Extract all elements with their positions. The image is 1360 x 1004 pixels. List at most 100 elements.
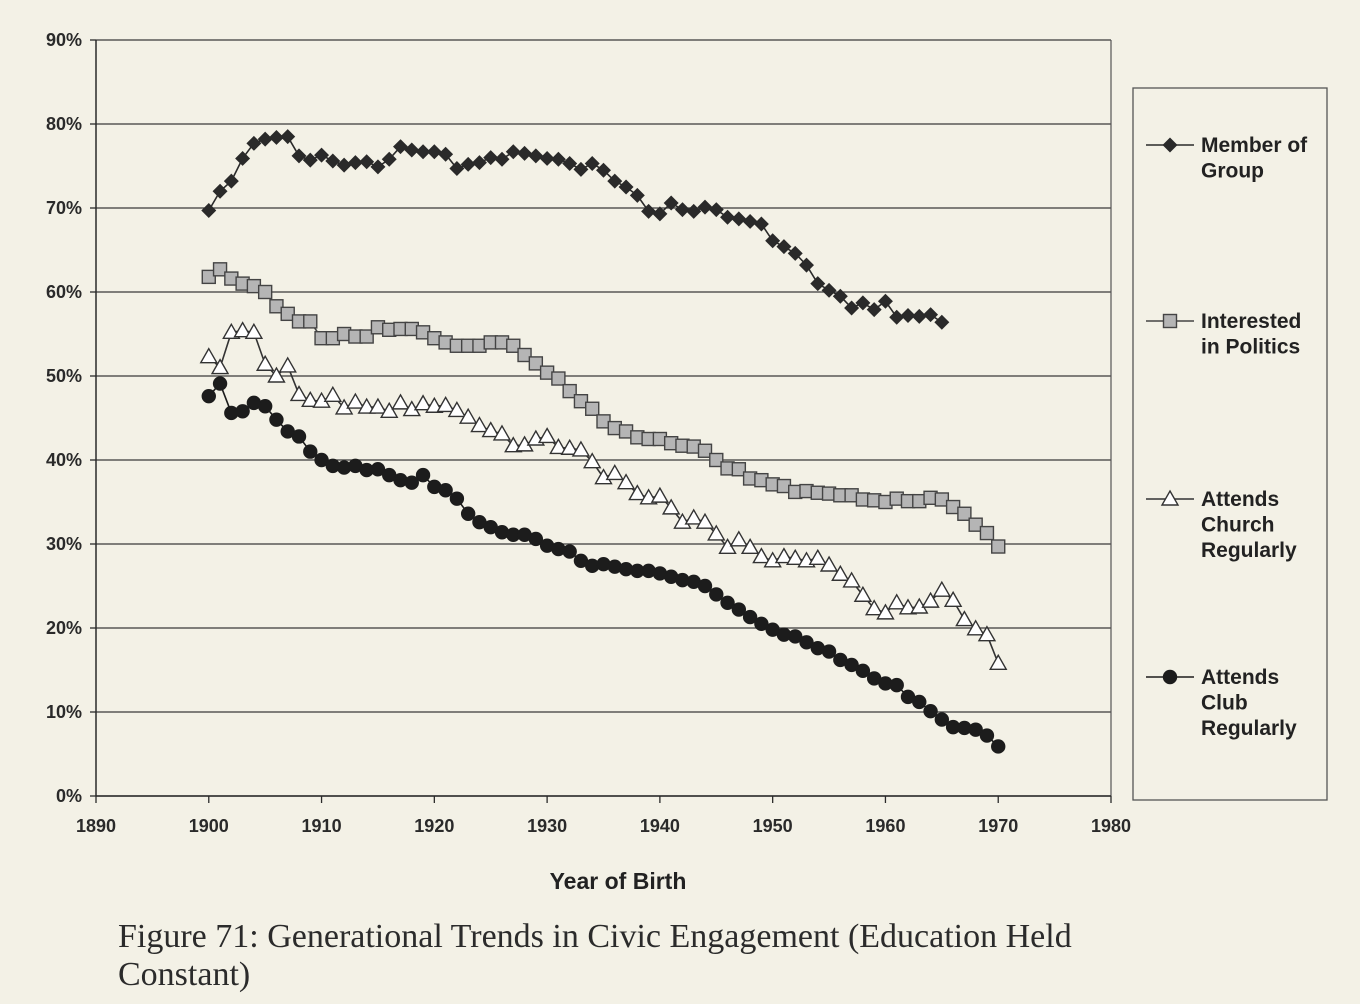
data-point-attends-club-regularly: [912, 694, 927, 710]
data-point-member-of-group: [776, 239, 792, 255]
data-point-attends-church-regularly: [729, 530, 749, 547]
x-axis: 1890 1900 1910 1920 1930 1940 1950 1960 1970 1980: [76, 796, 1131, 836]
data-point-interested-in-politics: [968, 517, 983, 532]
data-point-member-of-group: [889, 309, 905, 325]
data-point-member-of-group: [844, 300, 860, 316]
data-point-interested-in-politics: [562, 383, 577, 399]
data-point-attends-club-regularly: [415, 467, 431, 483]
data-point-member-of-group: [708, 202, 724, 218]
data-point-member-of-group: [663, 195, 679, 211]
data-point-attends-club-regularly: [754, 616, 769, 631]
data-point-attends-church-regularly: [199, 347, 218, 364]
data-point-attends-church-regularly: [470, 416, 489, 433]
data-point-attends-club-regularly: [844, 657, 859, 673]
data-point-member-of-group: [641, 203, 657, 219]
data-point-attends-church-regularly: [549, 437, 568, 455]
data-point-member-of-group: [618, 179, 634, 195]
data-point-member-of-group: [415, 144, 431, 160]
data-point-attends-church-regularly: [740, 537, 760, 555]
data-point-attends-club-regularly: [291, 429, 307, 444]
y-tick-label: 60%: [46, 282, 82, 302]
data-point-attends-club-regularly: [968, 722, 983, 737]
legend-box: [1132, 87, 1328, 801]
data-point-member-of-group: [562, 155, 578, 171]
legend-label: Interested: [1201, 310, 1301, 333]
data-point-attends-church-regularly: [695, 512, 715, 529]
data-point-member-of-group: [686, 203, 702, 219]
data-point-attends-church-regularly: [560, 438, 579, 455]
legend: Member of Group Interested in Politics Atten…: [1132, 87, 1328, 801]
data-point-attends-club-regularly: [979, 728, 995, 743]
data-point-attends-church-regularly: [887, 593, 906, 610]
series-layer: [199, 129, 1008, 754]
data-point-attends-church-regularly: [244, 322, 264, 340]
data-point-attends-church-regularly: [650, 486, 670, 503]
data-point-attends-church-regularly: [447, 401, 467, 418]
data-point-attends-church-regularly: [346, 392, 365, 409]
data-point-attends-church-regularly: [752, 547, 771, 564]
data-point-member-of-group: [517, 145, 533, 161]
data-point-member-of-group: [235, 150, 251, 166]
data-point-attends-club-regularly: [991, 739, 1006, 754]
data-point-attends-church-regularly: [831, 564, 850, 581]
data-point-attends-church-regularly: [255, 354, 275, 371]
data-point-attends-church-regularly: [943, 590, 963, 607]
data-point-attends-church-regularly: [481, 421, 500, 438]
data-point-attends-church-regularly: [301, 390, 320, 408]
data-point-attends-club-regularly: [923, 703, 938, 719]
data-point-member-of-group: [471, 155, 487, 171]
y-tick-label: 30%: [46, 534, 82, 554]
data-point-member-of-group: [731, 211, 747, 227]
x-tick-label: 1950: [753, 816, 793, 836]
legend-label: Church: [1201, 514, 1275, 537]
x-tick-label: 1980: [1091, 816, 1131, 836]
legend-label: Regularly: [1201, 717, 1297, 740]
data-point-member-of-group: [934, 314, 950, 330]
x-tick-label: 1890: [76, 816, 116, 836]
data-point-interested-in-politics: [269, 299, 284, 314]
data-point-member-of-group: [539, 150, 555, 166]
data-point-member-of-group: [799, 257, 814, 273]
data-point-attends-club-regularly: [562, 544, 577, 559]
data-point-member-of-group: [438, 146, 454, 162]
data-point-attends-church-regularly: [864, 599, 884, 616]
data-point-interested-in-politics: [517, 347, 532, 363]
data-point-member-of-group: [607, 173, 623, 189]
x-tick-label: 1920: [414, 816, 454, 836]
y-tick-label: 40%: [46, 450, 82, 470]
data-point-attends-club-regularly: [404, 475, 419, 490]
data-point-attends-club-regularly: [934, 712, 950, 727]
data-point-interested-in-politics: [934, 492, 950, 507]
data-point-member-of-group: [652, 206, 668, 222]
data-point-attends-church-regularly: [921, 591, 940, 608]
y-tick-label: 50%: [46, 366, 82, 386]
data-point-member-of-group: [720, 209, 736, 225]
data-point-member-of-group: [573, 161, 589, 177]
data-point-attends-church-regularly: [989, 653, 1008, 670]
y-tick-label: 70%: [46, 198, 82, 218]
data-point-attends-church-regularly: [278, 356, 297, 373]
data-point-attends-church-regularly: [876, 603, 895, 620]
x-tick-label: 1970: [978, 816, 1018, 836]
y-tick-label: 80%: [46, 114, 82, 134]
data-point-interested-in-politics: [359, 329, 374, 344]
data-point-member-of-group: [268, 129, 284, 145]
data-point-member-of-group: [212, 183, 228, 199]
data-point-attends-church-regularly: [571, 440, 591, 457]
data-point-attends-club-regularly: [855, 663, 871, 679]
data-point-attends-club-regularly: [731, 602, 747, 617]
x-tick-label: 1930: [527, 816, 567, 836]
legend-label: Regularly: [1201, 539, 1297, 562]
data-point-attends-church-regularly: [323, 385, 343, 403]
data-point-attends-church-regularly: [233, 321, 252, 338]
data-point-attends-church-regularly: [774, 547, 794, 564]
legend-marker-attends-church-regularly: [1160, 489, 1180, 506]
data-point-member-of-group: [494, 151, 510, 167]
x-tick-label: 1900: [189, 816, 229, 836]
data-point-attends-church-regularly: [808, 548, 827, 565]
x-axis-title: Year of Birth: [550, 868, 687, 894]
data-point-member-of-group: [246, 135, 262, 151]
data-point-member-of-group: [550, 151, 566, 167]
data-point-member-of-group: [584, 155, 600, 171]
